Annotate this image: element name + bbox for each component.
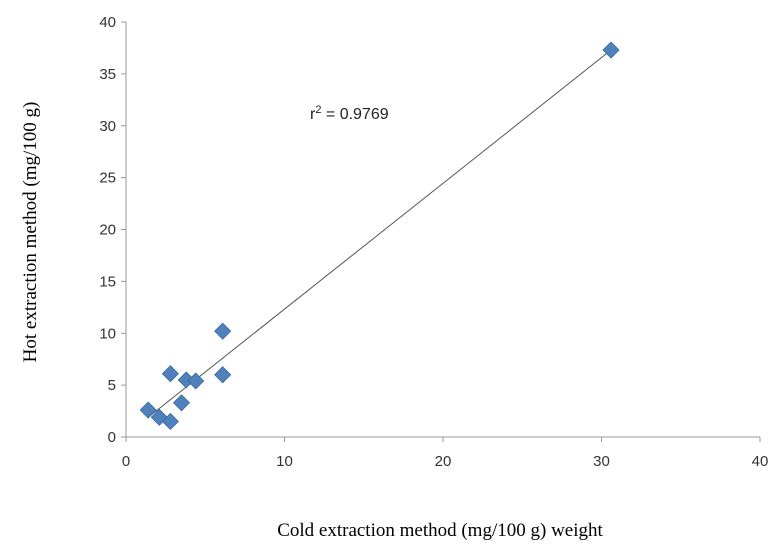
data-point — [161, 412, 179, 431]
r-squared-value: = 0.9769 — [321, 106, 388, 123]
trendline — [147, 49, 612, 418]
r-squared-annotation: r2 = 0.9769 — [310, 104, 389, 123]
x-tick-label: 0 — [122, 453, 130, 470]
y-tick-label: 15 — [99, 273, 116, 290]
r-label: r — [310, 106, 316, 123]
y-tick-label: 0 — [108, 429, 116, 446]
data-points — [139, 41, 620, 431]
x-axis-title: Cold extraction method (mg/100 g) weight — [277, 520, 603, 541]
y-tick-label: 30 — [99, 118, 116, 135]
x-tick-label: 10 — [276, 453, 293, 470]
y-tick-label: 35 — [99, 66, 116, 83]
x-tick-label: 40 — [752, 453, 769, 470]
data-point — [139, 401, 157, 419]
y-tick-label: 20 — [99, 222, 116, 239]
y-tick-label: 40 — [99, 14, 116, 31]
x-tick-label: 20 — [435, 453, 452, 470]
y-tick-label: 5 — [108, 377, 116, 394]
y-axis-title: Hot extraction method (mg/100 g) — [20, 102, 41, 363]
data-point — [187, 372, 205, 390]
x-ticks: 0 10 20 30 40 — [122, 437, 769, 470]
x-tick-label: 30 — [593, 453, 610, 470]
data-point — [602, 41, 620, 59]
data-point — [214, 322, 232, 340]
data-point — [161, 365, 179, 383]
r-superscript: 2 — [315, 104, 321, 116]
y-ticks: 0 5 10 15 20 25 30 35 40 — [99, 14, 126, 446]
y-tick-label: 10 — [99, 325, 116, 342]
data-point — [172, 394, 191, 412]
y-tick-label: 25 — [99, 170, 116, 187]
data-point — [214, 366, 232, 384]
